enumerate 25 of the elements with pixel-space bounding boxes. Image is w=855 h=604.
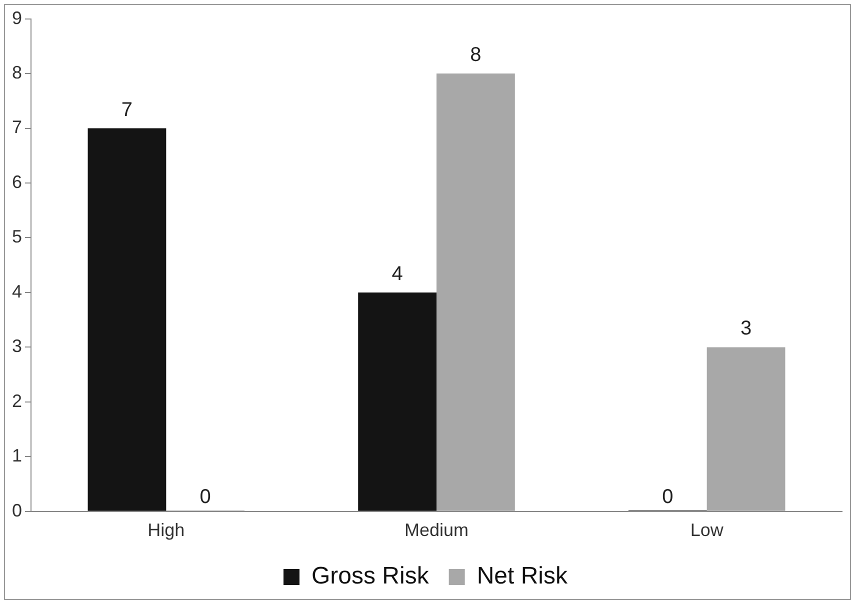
- bar: [436, 74, 515, 511]
- x-tick-label: Medium: [404, 520, 469, 540]
- data-label: 4: [392, 262, 403, 285]
- legend-label: Net Risk: [476, 562, 569, 590]
- y-tick-label: 1: [12, 446, 22, 466]
- x-tick-label: High: [148, 520, 185, 540]
- bar: [88, 128, 166, 511]
- y-tick-label: 7: [12, 117, 22, 138]
- data-label: 3: [740, 318, 752, 340]
- y-tick-label: 3: [12, 336, 22, 356]
- data-label: 8: [470, 44, 482, 66]
- bar: [358, 292, 437, 511]
- y-tick-label: 5: [12, 226, 22, 247]
- data-label: 0: [662, 486, 674, 508]
- bar: [706, 347, 786, 511]
- y-tick-label: 4: [12, 281, 22, 302]
- y-tick-label: 6: [12, 172, 22, 192]
- y-tick-label: 9: [12, 8, 22, 28]
- x-tick-label: Low: [690, 520, 724, 540]
- y-tick-label: 8: [12, 62, 22, 82]
- data-label: 0: [200, 486, 211, 508]
- y-tick-label: 0: [12, 500, 22, 520]
- y-tick-label: 2: [12, 390, 22, 411]
- legend-label: Gross Risk: [311, 562, 430, 590]
- data-label: 7: [121, 98, 133, 121]
